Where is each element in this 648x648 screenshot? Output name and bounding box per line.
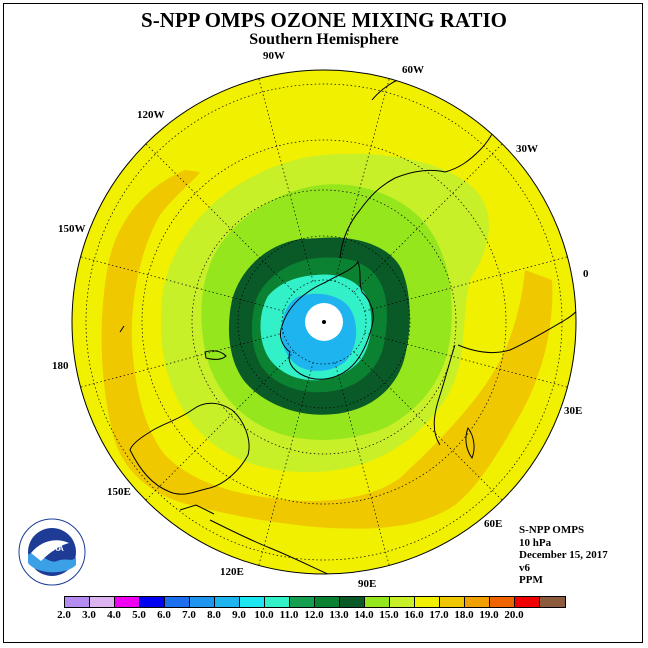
lon-label-0: 0 [583,268,589,280]
meridian-line [139,351,295,507]
colorbar-tick-label: 20.0 [504,609,524,621]
meridian-line [353,137,509,293]
colorbar-tick-label: 3.0 [82,609,96,621]
colorbar-segment [490,597,515,607]
colorbar-tick-label: 15.0 [379,609,399,621]
colorbar-segment [365,597,390,607]
lon-label-60e: 60E [484,518,503,530]
colorbar-segment [465,597,490,607]
meridian-line [364,332,576,390]
colorbar-tick-label: 6.0 [157,609,171,621]
colorbar-tick-label: 2.0 [57,609,71,621]
map-boundary [71,69,577,575]
colorbar-tick-label: 11.0 [279,609,299,621]
lon-label-30e: 30E [564,405,583,417]
colorbar-tick-label: 16.0 [404,609,424,621]
colorbar-segment [340,597,365,607]
colorbar-segment [65,597,90,607]
lon-label-60w: 60W [402,64,424,76]
colorbar-segment [265,597,290,607]
figure-frame [3,3,643,643]
colorbar-tick-label: 9.0 [232,609,246,621]
lon-label-30w: 30W [516,143,538,155]
colorbar-tick-label: 14.0 [354,609,374,621]
info-level: 10 hPa [519,536,552,549]
meridian-line [334,362,392,574]
meridian-line [139,137,295,293]
colorbar-tick-label: 7.0 [182,609,196,621]
meridian-line [364,254,576,312]
colorbar-tick-label: 5.0 [132,609,146,621]
colorbar-tick-label: 8.0 [207,609,221,621]
colorbar-segment [440,597,465,607]
map-disc [72,70,576,574]
meridian-line [256,362,314,574]
page-subtitle: Southern Hemisphere [249,31,399,48]
colorbar-segment [90,597,115,607]
lon-label-180: 180 [52,360,69,372]
south-pole-marker [322,320,326,324]
colorbar-tick-label: 19.0 [479,609,499,621]
info-version: v6 [519,561,530,574]
colorbar-segment [190,597,215,607]
lon-label-120w: 120W [137,109,165,121]
colorbar-segment [315,597,340,607]
lon-label-90w: 90W [263,50,285,62]
colorbar-segment [390,597,415,607]
colorbar-segment [165,597,190,607]
lon-label-120e: 120E [220,566,244,578]
info-date: December 15, 2017 [519,549,608,561]
graticule [85,83,563,561]
colorbar-tick-label: 13.0 [329,609,349,621]
lon-label-150w: 150W [58,223,86,235]
colorbar-tick-label: 4.0 [107,609,121,621]
meridian-line [334,70,392,282]
colorbar-segment [215,597,240,607]
colorbar-segment [240,597,265,607]
lon-label-150e: 150E [107,486,131,498]
meridians [72,70,576,574]
colorbar [64,596,566,608]
info-instrument: S-NPP OMPS [519,524,585,536]
meridian-line [72,332,284,390]
colorbar-segment [540,597,565,607]
colorbar-segment [515,597,540,607]
meridian-line [72,254,284,312]
colorbar-segment [415,597,440,607]
colorbar-tick-label: 18.0 [454,609,474,621]
colorbar-tick-label: 17.0 [429,609,449,621]
colorbar-segment [140,597,165,607]
meridian-line [353,351,509,507]
lon-label-90e: 90E [358,578,377,590]
ozone-band-16-17-west [101,170,553,529]
noaa-logo: NOAA [17,517,87,592]
info-block: S-NPP OMPS 10 hPa December 15, 2017 v6 P… [519,524,608,587]
noaa-logo-text: NOAA [40,544,64,553]
colorbar-segment [115,597,140,607]
meridian-line [256,70,314,282]
colorbar-tick-label: 10.0 [254,609,274,621]
info-units: PPM [519,574,543,586]
page-title: S-NPP OMPS OZONE MIXING RATIO [141,8,507,32]
colorbar-segment [290,597,315,607]
colorbar-tick-label: 12.0 [304,609,324,621]
